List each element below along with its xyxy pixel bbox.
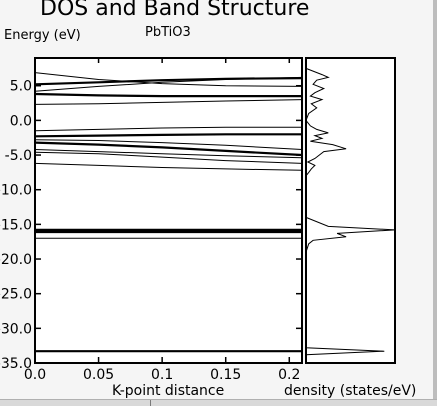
band-line — [34, 149, 303, 159]
y-tick-label: -10.0 — [0, 183, 32, 199]
band-line — [34, 126, 302, 132]
band-lines — [34, 72, 303, 353]
x-tick-label: 0.05 — [83, 367, 114, 383]
y-tick-label: -35.0 — [0, 356, 32, 372]
band-line — [34, 133, 302, 138]
y-axis-ticks: 5.0 0.0 -5.0 -10.0 -15.0 -20.0 -25.0 -30.0 -35.0 — [0, 79, 302, 372]
x-tick-label: 0.0 — [24, 367, 46, 383]
x-axis-label: K-point distance — [112, 383, 224, 399]
status-bar-divider — [150, 400, 151, 406]
band-line — [34, 92, 302, 98]
chart-title: DOS and Band Structure — [40, 0, 309, 21]
y-tick-label: 0.0 — [10, 113, 32, 129]
x-tick-label: 0.1 — [151, 367, 173, 383]
y-tick-label: -5.0 — [5, 148, 32, 164]
x-tick-label: 0.2 — [278, 367, 300, 383]
window-edge — [433, 0, 437, 405]
band-line — [34, 99, 303, 105]
y-tick-label: -30.0 — [0, 321, 32, 337]
band-line — [34, 151, 303, 164]
dos-curve — [305, 67, 396, 363]
band-line — [34, 141, 303, 157]
status-bar — [0, 399, 437, 406]
dos-curve-group — [305, 67, 396, 363]
y-tick-label: -25.0 — [0, 287, 32, 303]
y-tick-label: 5.0 — [10, 79, 32, 95]
x-tick-label: 0.15 — [210, 367, 241, 383]
dos-x-axis-label: density (states/eV) — [284, 383, 416, 399]
y-tick-label: -20.0 — [0, 252, 32, 268]
chart-subtitle: PbTiO3 — [145, 25, 191, 40]
band-structure-plot-area — [34, 57, 303, 364]
dos-plot-area — [305, 57, 396, 364]
y-tick-label: -15.0 — [0, 217, 32, 233]
band-line — [34, 139, 303, 150]
y-axis-label: Energy (eV) — [4, 28, 81, 43]
band-line — [34, 162, 303, 171]
band-line — [34, 72, 303, 87]
x-axis-ticks: 0.0 0.05 0.1 0.15 0.2 — [24, 58, 300, 383]
band-line — [34, 76, 303, 92]
